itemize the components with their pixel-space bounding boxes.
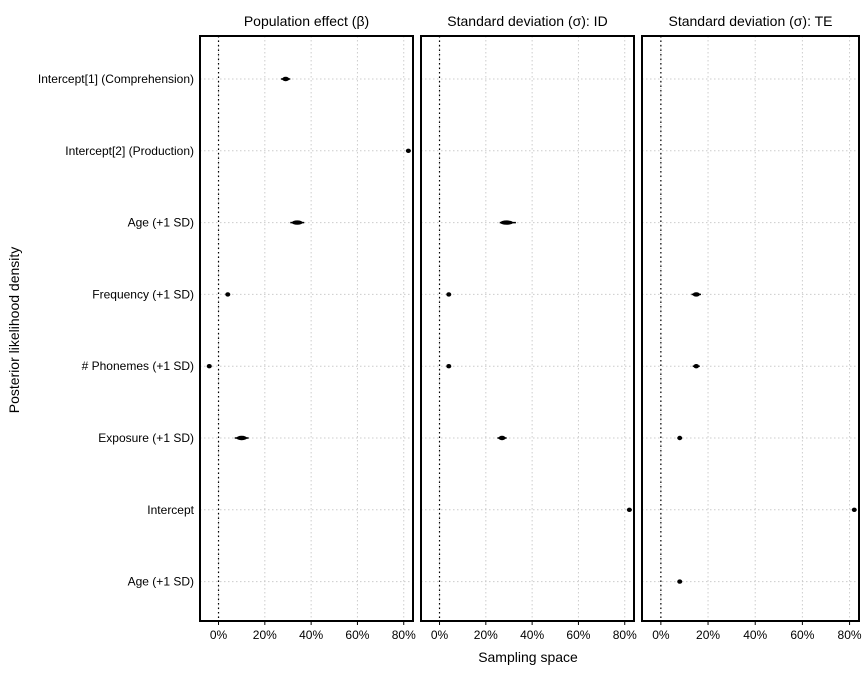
point-estimate [225, 292, 231, 297]
x-tick-label: 80% [613, 628, 637, 642]
point-estimate [677, 579, 683, 584]
point-estimate [405, 148, 411, 153]
point-estimate [500, 220, 513, 225]
facet-panels: Population effect (β)0% 20% 40% 60% 80%Stand… [199, 13, 862, 642]
x-tick-label: 60% [566, 628, 590, 642]
x-tick-label: 20% [474, 628, 498, 642]
row-label: Intercept[1] (Comprehension) [38, 72, 194, 86]
x-tick-label: 0% [431, 628, 449, 642]
point-estimate [206, 364, 212, 369]
facet-title: Standard deviation (σ): ID [447, 13, 607, 29]
facet-title: Standard deviation (σ): TE [668, 13, 832, 29]
x-tick-label: 60% [790, 628, 814, 642]
point-estimate [693, 364, 699, 369]
row-label: Age (+1 SD) [128, 575, 194, 589]
x-tick-label: 40% [743, 628, 767, 642]
x-tick-label: 80% [838, 628, 862, 642]
row-label: Frequency (+1 SD) [92, 287, 194, 301]
point-estimate [498, 435, 506, 441]
panel-border [199, 35, 414, 622]
row-label: Intercept [147, 503, 194, 517]
x-tick-label: 80% [392, 628, 416, 642]
x-tick-label: 60% [345, 628, 369, 642]
facet-panel: Population effect (β) 0% 20% 40% 60% 80% [199, 13, 416, 642]
point-estimate [677, 435, 683, 441]
panel-border [420, 35, 635, 622]
point-estimate [692, 292, 700, 297]
point-estimate [626, 507, 632, 512]
point-estimate [236, 435, 248, 441]
x-tick-label: 40% [299, 628, 323, 642]
point-estimate [446, 364, 452, 369]
facet-panel: Standard deviation (σ): ID 0% 20% 40% 60% 80% [420, 13, 637, 642]
x-tick-label: 0% [652, 628, 670, 642]
x-tick-label: 20% [696, 628, 720, 642]
point-estimate [446, 292, 452, 297]
facet-title: Population effect (β) [244, 13, 369, 29]
row-label: Exposure (+1 SD) [98, 431, 194, 445]
row-label: # Phonemes (+1 SD) [82, 359, 194, 373]
x-tick-label: 20% [253, 628, 277, 642]
point-estimate [291, 220, 303, 225]
point-estimate [851, 507, 857, 512]
y-axis-title: Posterior likelihood density [6, 247, 22, 414]
panel-border [641, 35, 860, 622]
facet-panel: Standard deviation (σ): TE 0% 20% 40% 60% 80% [641, 13, 862, 642]
point-estimate [282, 76, 290, 82]
row-label: Age (+1 SD) [128, 216, 194, 230]
x-axis-title: Sampling space [478, 649, 578, 665]
row-labels: Intercept[1] (Comprehension) Intercept[2]… [38, 72, 195, 589]
row-label: Intercept[2] (Production) [65, 144, 194, 158]
x-tick-label: 40% [520, 628, 544, 642]
x-tick-label: 0% [210, 628, 228, 642]
